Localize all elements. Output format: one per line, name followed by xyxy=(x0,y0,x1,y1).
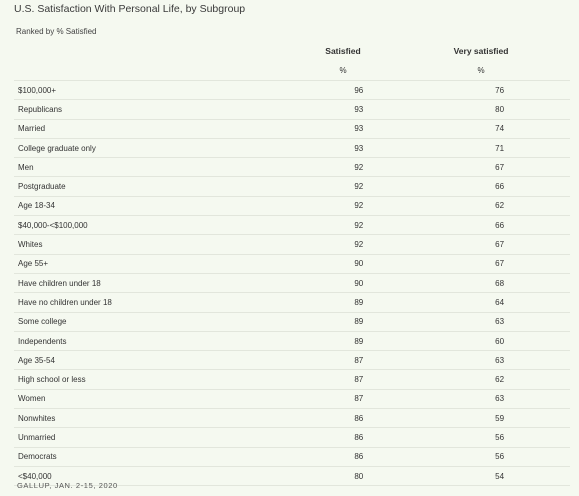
cell-satisfied: 87 xyxy=(288,389,430,410)
row-label: Postgraduate xyxy=(14,176,289,197)
table-row: Age 35-54 87 63 xyxy=(14,350,570,371)
cell-very-satisfied: 56 xyxy=(429,427,570,448)
table-row: $40,000-<$100,000 92 66 xyxy=(14,215,570,236)
cell-satisfied: 92 xyxy=(288,215,430,236)
table-row: Men 92 67 xyxy=(14,157,570,178)
row-label: Married xyxy=(14,119,289,139)
cell-satisfied: 92 xyxy=(288,234,430,255)
cell-very-satisfied: 66 xyxy=(429,176,570,197)
cell-satisfied: 96 xyxy=(288,79,430,101)
row-label: Republicans xyxy=(14,99,289,120)
cell-very-satisfied: 64 xyxy=(429,292,570,313)
cell-satisfied: 89 xyxy=(288,331,430,352)
row-label: Age 18-34 xyxy=(14,196,289,217)
cell-very-satisfied: 56 xyxy=(429,447,570,467)
cell-satisfied: 80 xyxy=(288,466,430,487)
table-row: Age 55+ 90 67 xyxy=(14,254,570,274)
source-note: GALLUP, JAN. 2-15, 2020 xyxy=(17,481,118,490)
column-header-satisfied: Satisfied xyxy=(325,46,361,56)
cell-satisfied: 90 xyxy=(288,273,430,294)
table-row: Have children under 18 90 68 xyxy=(14,273,570,294)
row-label: $40,000-<$100,000 xyxy=(14,215,289,236)
table-row: Whites 92 67 xyxy=(14,234,570,255)
cell-very-satisfied: 54 xyxy=(429,466,570,487)
row-label: Have children under 18 xyxy=(14,273,289,294)
cell-very-satisfied: 60 xyxy=(429,331,570,352)
row-label: High school or less xyxy=(14,369,289,390)
chart-subtitle: Ranked by % Satisfied xyxy=(16,27,97,36)
row-label: Have no children under 18 xyxy=(14,292,289,313)
row-label: Men xyxy=(14,157,289,178)
cell-satisfied: 93 xyxy=(288,138,430,159)
cell-very-satisfied: 68 xyxy=(429,273,570,294)
cell-very-satisfied: 74 xyxy=(429,119,570,139)
column-unit-satisfied: % xyxy=(339,66,347,75)
cell-very-satisfied: 67 xyxy=(429,254,570,274)
row-label: Unmarried xyxy=(14,427,289,448)
cell-very-satisfied: 71 xyxy=(429,138,570,159)
row-label: Whites xyxy=(14,234,289,255)
cell-satisfied: 90 xyxy=(288,254,430,274)
table-row: $100,000+ 96 76 xyxy=(14,79,570,101)
cell-satisfied: 93 xyxy=(288,119,430,139)
cell-satisfied: 92 xyxy=(288,196,430,217)
column-header-very-satisfied: Very satisfied xyxy=(453,46,509,56)
row-label: College graduate only xyxy=(14,138,289,159)
chart-title: U.S. Satisfaction With Personal Life, by… xyxy=(14,3,246,15)
table-body: $100,000+ 96 76 Republicans 93 80 Married 93 74 C… xyxy=(14,79,570,487)
table-row: <$40,000 80 54 xyxy=(14,466,570,487)
table-row: Nonwhites 86 59 xyxy=(14,408,570,429)
row-label: Independents xyxy=(14,331,289,352)
table-row: Married 93 74 xyxy=(14,119,570,139)
cell-satisfied: 89 xyxy=(288,292,430,313)
cell-very-satisfied: 67 xyxy=(429,234,570,255)
table-row: Age 18-34 92 62 xyxy=(14,196,570,217)
row-label: Women xyxy=(14,389,289,410)
cell-satisfied: 86 xyxy=(288,447,430,467)
row-label: Age 55+ xyxy=(14,254,289,274)
cell-satisfied: 92 xyxy=(288,157,430,178)
table-row: Some college 89 63 xyxy=(14,312,570,332)
cell-very-satisfied: 67 xyxy=(429,157,570,178)
cell-very-satisfied: 66 xyxy=(429,215,570,236)
table-row: Unmarried 86 56 xyxy=(14,427,570,448)
cell-satisfied: 89 xyxy=(288,312,430,332)
cell-satisfied: 93 xyxy=(288,99,430,120)
cell-very-satisfied: 76 xyxy=(429,79,570,101)
table-row: High school or less 87 62 xyxy=(14,369,570,390)
row-label: Democrats xyxy=(14,447,289,467)
table-row: College graduate only 93 71 xyxy=(14,138,570,159)
row-label: Age 35-54 xyxy=(14,350,289,371)
cell-satisfied: 86 xyxy=(288,408,430,429)
column-unit-very-satisfied: % xyxy=(477,66,485,75)
cell-very-satisfied: 80 xyxy=(429,99,570,120)
row-label: Nonwhites xyxy=(14,408,289,429)
row-label: $100,000+ xyxy=(14,79,289,101)
cell-satisfied: 87 xyxy=(288,350,430,371)
table-row: Democrats 86 56 xyxy=(14,447,570,467)
cell-very-satisfied: 63 xyxy=(429,389,570,410)
table-row: Have no children under 18 89 64 xyxy=(14,292,570,313)
table-row: Independents 89 60 xyxy=(14,331,570,352)
cell-satisfied: 86 xyxy=(288,427,430,448)
table-row: Women 87 63 xyxy=(14,389,570,410)
table-row: Republicans 93 80 xyxy=(14,99,570,120)
data-table: $100,000+ 96 76 Republicans 93 80 Married 93 74 C… xyxy=(14,79,570,487)
cell-satisfied: 92 xyxy=(288,176,430,197)
row-label: Some college xyxy=(14,312,289,332)
cell-very-satisfied: 62 xyxy=(429,196,570,217)
table-row: Postgraduate 92 66 xyxy=(14,176,570,197)
cell-very-satisfied: 63 xyxy=(429,350,570,371)
cell-satisfied: 87 xyxy=(288,369,430,390)
cell-very-satisfied: 59 xyxy=(429,408,570,429)
cell-very-satisfied: 62 xyxy=(429,369,570,390)
row-label: <$40,000 xyxy=(14,466,289,487)
cell-very-satisfied: 63 xyxy=(429,312,570,332)
